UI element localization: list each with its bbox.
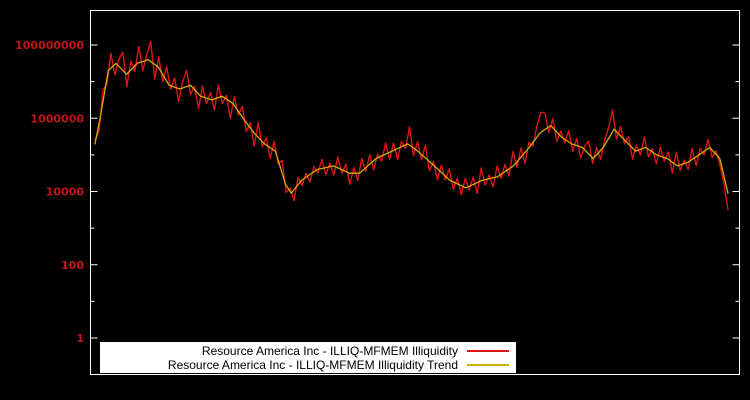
y-axis-labels: 100000000 1000000 10000 100 1: [15, 39, 84, 345]
legend-label-illiquidity: Resource America Inc - ILLIQ-MFMEM Illiq…: [201, 343, 458, 358]
y-tick-label: 1: [76, 332, 84, 345]
plot-border: [90, 10, 740, 375]
legend-item-trend: Resource America Inc - ILLIQ-MFMEM Illiq…: [100, 358, 516, 372]
y-axis-ticks: [90, 44, 740, 339]
y-tick-label: 100: [61, 259, 84, 272]
illiquidity-trend-series-line: [94, 59, 729, 194]
y-tick-label: 100000000: [15, 39, 84, 52]
legend-label-trend: Resource America Inc - ILLIQ-MFMEM Illiq…: [167, 357, 458, 372]
legend: Resource America Inc - ILLIQ-MFMEM Illiq…: [100, 342, 516, 373]
y-tick-label: 10000: [46, 186, 85, 199]
legend-line-sample-illiquidity: [467, 349, 509, 352]
illiquidity-series-line: [94, 40, 729, 211]
legend-item-illiquidity: Resource America Inc - ILLIQ-MFMEM Illiq…: [100, 344, 516, 358]
legend-line-sample-trend: [467, 363, 509, 366]
y-tick-label: 1000000: [30, 112, 84, 125]
